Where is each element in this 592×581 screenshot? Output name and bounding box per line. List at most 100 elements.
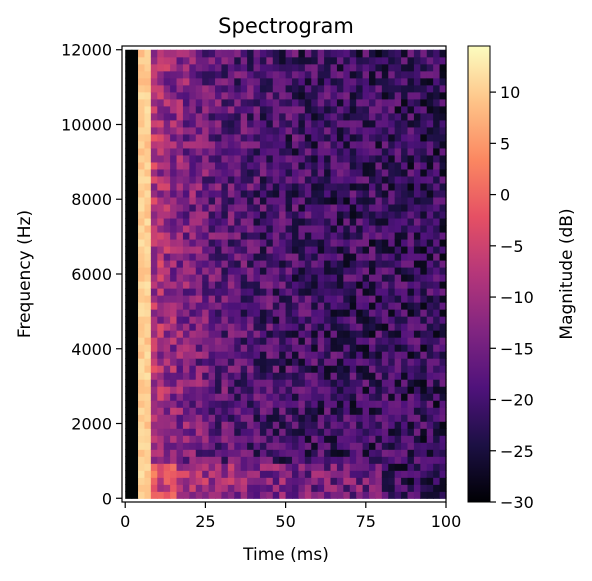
heatmap-cell	[324, 323, 332, 331]
heatmap-cell	[311, 274, 319, 282]
heatmap-cell	[266, 147, 274, 156]
colorbar-tick-label: 10	[500, 83, 520, 102]
heatmap-cell	[150, 245, 158, 254]
heatmap-cell	[170, 393, 178, 401]
heatmap-cell	[144, 428, 152, 436]
heatmap-cell	[356, 463, 364, 471]
heatmap-cell	[324, 56, 332, 65]
heatmap-cell	[413, 281, 421, 289]
heatmap-cell	[304, 196, 312, 205]
heatmap-cell	[176, 63, 184, 72]
heatmap-cell	[394, 309, 402, 317]
heatmap-cell	[253, 84, 261, 93]
heatmap-cell	[381, 98, 389, 107]
heatmap-cell	[311, 175, 319, 184]
heatmap-cell	[240, 231, 248, 240]
heatmap-cell	[272, 252, 280, 261]
heatmap-cell	[247, 330, 255, 338]
heatmap-cell	[176, 337, 184, 345]
heatmap-cell	[388, 302, 396, 310]
heatmap-cell	[407, 49, 415, 58]
heatmap-cell	[253, 245, 261, 254]
heatmap-cell	[330, 442, 338, 450]
heatmap-cell	[240, 400, 248, 408]
heatmap-cell	[163, 161, 171, 170]
heatmap-cell	[234, 84, 242, 93]
heatmap-cell	[426, 288, 434, 296]
heatmap-cell	[170, 252, 178, 261]
heatmap-cell	[157, 231, 165, 240]
heatmap-cell	[311, 344, 319, 352]
heatmap-cell	[336, 140, 344, 149]
heatmap-cell	[189, 245, 197, 254]
heatmap-cell	[343, 147, 351, 156]
heatmap-cell	[394, 63, 402, 72]
heatmap-cell	[182, 477, 190, 485]
heatmap-cell	[330, 203, 338, 212]
heatmap-cell	[401, 470, 409, 478]
heatmap-cell	[157, 266, 165, 275]
heatmap-cell	[285, 302, 293, 310]
heatmap-cell	[394, 456, 402, 464]
heatmap-cell	[426, 274, 434, 282]
heatmap-cell	[163, 56, 171, 65]
heatmap-cell	[336, 175, 344, 184]
heatmap-cell	[375, 407, 383, 415]
heatmap-cell	[336, 407, 344, 415]
heatmap-cell	[388, 154, 396, 163]
heatmap-cell	[401, 379, 409, 387]
heatmap-cell	[221, 231, 229, 240]
heatmap-cell	[138, 421, 146, 429]
heatmap-cell	[317, 140, 325, 149]
heatmap-cell	[317, 407, 325, 415]
heatmap-cell	[439, 84, 447, 93]
heatmap-cell	[208, 63, 216, 72]
heatmap-cell	[356, 112, 364, 121]
heatmap-cell	[272, 330, 280, 338]
heatmap-cell	[356, 288, 364, 296]
heatmap-cell	[125, 484, 133, 492]
heatmap-cell	[195, 210, 203, 219]
heatmap-cell	[138, 203, 146, 212]
heatmap-cell	[240, 161, 248, 170]
heatmap-cell	[131, 154, 139, 163]
heatmap-cell	[394, 133, 402, 142]
heatmap-cell	[407, 105, 415, 114]
heatmap-cell	[317, 428, 325, 436]
heatmap-cell	[439, 77, 447, 86]
heatmap-cell	[221, 175, 229, 184]
heatmap-cell	[189, 477, 197, 485]
heatmap-cell	[298, 295, 306, 303]
heatmap-cell	[215, 428, 223, 436]
heatmap-cell	[292, 435, 300, 443]
heatmap-cell	[131, 203, 139, 212]
heatmap-cell	[131, 112, 139, 121]
heatmap-cell	[272, 196, 280, 205]
heatmap-cell	[407, 245, 415, 254]
heatmap-cell	[157, 91, 165, 100]
heatmap-cell	[336, 161, 344, 170]
heatmap-cell	[125, 126, 133, 135]
heatmap-cell	[234, 393, 242, 401]
heatmap-cell	[240, 140, 248, 149]
heatmap-cell	[240, 456, 248, 464]
heatmap-cell	[285, 477, 293, 485]
heatmap-cell	[433, 400, 441, 408]
heatmap-cell	[401, 456, 409, 464]
heatmap-cell	[138, 231, 146, 240]
heatmap-cell	[375, 112, 383, 121]
heatmap-cell	[298, 337, 306, 345]
heatmap-cell	[413, 252, 421, 261]
heatmap-cell	[439, 119, 447, 128]
heatmap-cell	[394, 266, 402, 275]
heatmap-cell	[401, 372, 409, 380]
heatmap-cell	[150, 126, 158, 135]
heatmap-cell	[189, 105, 197, 114]
heatmap-cell	[202, 224, 210, 233]
heatmap-cell	[202, 309, 210, 317]
heatmap-cell	[202, 238, 210, 247]
heatmap-cell	[413, 463, 421, 471]
heatmap-cell	[208, 126, 216, 135]
heatmap-cell	[125, 295, 133, 303]
heatmap-cell	[433, 140, 441, 149]
